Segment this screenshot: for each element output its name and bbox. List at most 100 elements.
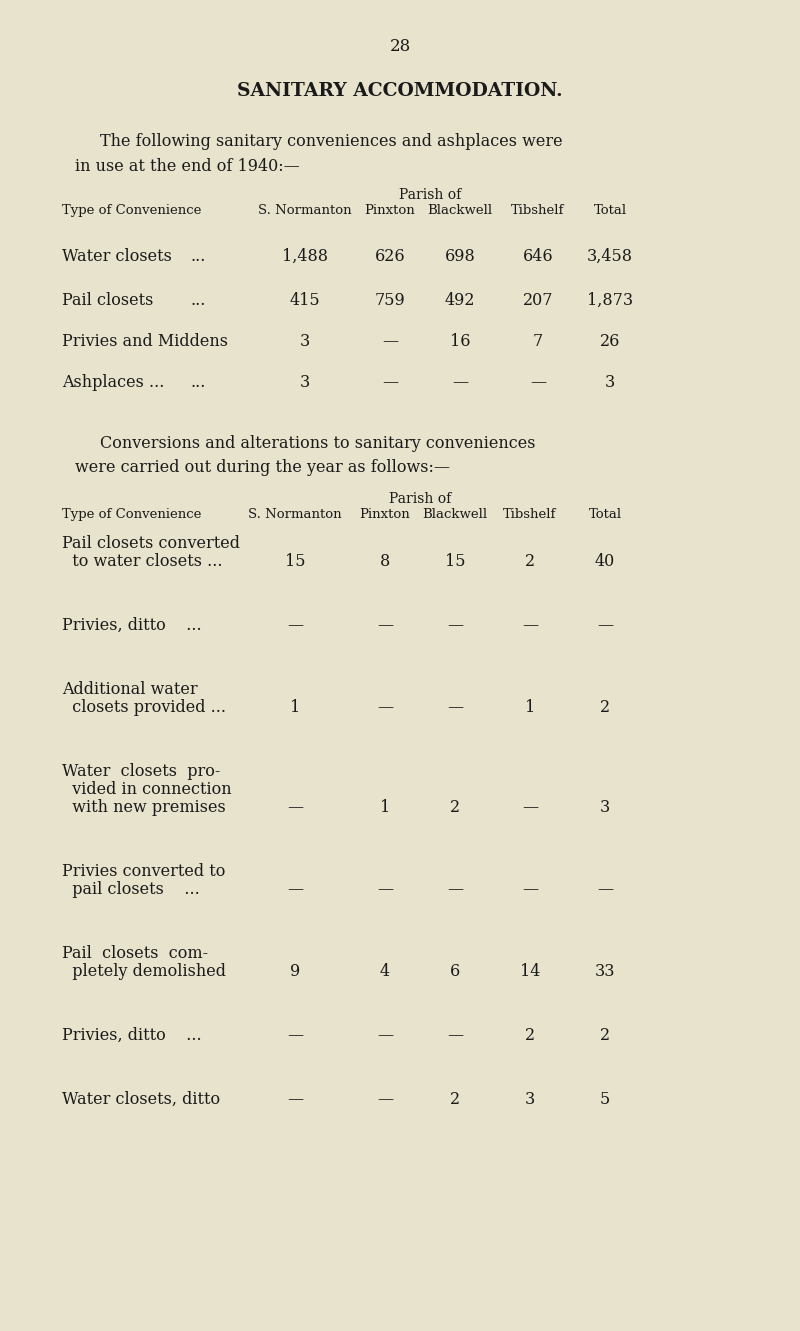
Text: —: — xyxy=(377,1091,393,1107)
Text: 3: 3 xyxy=(525,1091,535,1107)
Text: Conversions and alterations to sanitary conveniences: Conversions and alterations to sanitary … xyxy=(100,435,535,453)
Text: 7: 7 xyxy=(533,333,543,350)
Text: —: — xyxy=(452,374,468,391)
Text: ...: ... xyxy=(190,291,206,309)
Text: 6: 6 xyxy=(450,964,460,980)
Text: —: — xyxy=(447,1028,463,1044)
Text: 1: 1 xyxy=(380,799,390,816)
Text: 646: 646 xyxy=(522,248,554,265)
Text: Pail closets: Pail closets xyxy=(62,291,154,309)
Text: in use at the end of 1940:—: in use at the end of 1940:— xyxy=(75,158,300,174)
Text: 15: 15 xyxy=(285,552,306,570)
Text: Tibshelf: Tibshelf xyxy=(511,204,565,217)
Text: SANITARY ACCOMMODATION.: SANITARY ACCOMMODATION. xyxy=(237,83,563,100)
Text: 759: 759 xyxy=(374,291,406,309)
Text: 26: 26 xyxy=(600,333,620,350)
Text: 8: 8 xyxy=(380,552,390,570)
Text: —: — xyxy=(377,699,393,716)
Text: 2: 2 xyxy=(600,1028,610,1044)
Text: 2: 2 xyxy=(525,552,535,570)
Text: Pinxton: Pinxton xyxy=(365,204,415,217)
Text: —: — xyxy=(377,1028,393,1044)
Text: Tibshelf: Tibshelf xyxy=(503,508,557,520)
Text: 16: 16 xyxy=(450,333,470,350)
Text: Type of Convenience: Type of Convenience xyxy=(62,508,202,520)
Text: S. Normanton: S. Normanton xyxy=(248,508,342,520)
Text: —: — xyxy=(287,1028,303,1044)
Text: —: — xyxy=(530,374,546,391)
Text: —: — xyxy=(597,618,613,634)
Text: 3: 3 xyxy=(300,333,310,350)
Text: —: — xyxy=(447,881,463,898)
Text: —: — xyxy=(377,618,393,634)
Text: Total: Total xyxy=(589,508,622,520)
Text: Additional water: Additional water xyxy=(62,681,198,697)
Text: 15: 15 xyxy=(445,552,466,570)
Text: —: — xyxy=(287,799,303,816)
Text: Ashplaces ...: Ashplaces ... xyxy=(62,374,164,391)
Text: Total: Total xyxy=(594,204,626,217)
Text: Blackwell: Blackwell xyxy=(427,204,493,217)
Text: Parish of: Parish of xyxy=(389,492,451,506)
Text: 1,873: 1,873 xyxy=(587,291,633,309)
Text: S. Normanton: S. Normanton xyxy=(258,204,352,217)
Text: 2: 2 xyxy=(450,1091,460,1107)
Text: 3,458: 3,458 xyxy=(587,248,633,265)
Text: 492: 492 xyxy=(445,291,475,309)
Text: 3: 3 xyxy=(600,799,610,816)
Text: closets provided ...: closets provided ... xyxy=(62,699,226,716)
Text: vided in connection: vided in connection xyxy=(62,781,232,799)
Text: pletely demolished: pletely demolished xyxy=(62,964,226,980)
Text: Blackwell: Blackwell xyxy=(422,508,487,520)
Text: —: — xyxy=(447,699,463,716)
Text: 2: 2 xyxy=(450,799,460,816)
Text: —: — xyxy=(522,618,538,634)
Text: 33: 33 xyxy=(594,964,615,980)
Text: 5: 5 xyxy=(600,1091,610,1107)
Text: Privies and Middens: Privies and Middens xyxy=(62,333,228,350)
Text: —: — xyxy=(382,333,398,350)
Text: —: — xyxy=(447,618,463,634)
Text: 207: 207 xyxy=(522,291,554,309)
Text: Pinxton: Pinxton xyxy=(360,508,410,520)
Text: —: — xyxy=(377,881,393,898)
Text: 4: 4 xyxy=(380,964,390,980)
Text: 3: 3 xyxy=(300,374,310,391)
Text: pail closets    ...: pail closets ... xyxy=(62,881,200,898)
Text: 626: 626 xyxy=(374,248,406,265)
Text: 2: 2 xyxy=(525,1028,535,1044)
Text: —: — xyxy=(522,799,538,816)
Text: 3: 3 xyxy=(605,374,615,391)
Text: 28: 28 xyxy=(390,39,410,55)
Text: 1,488: 1,488 xyxy=(282,248,328,265)
Text: were carried out during the year as follows:—: were carried out during the year as foll… xyxy=(75,459,450,476)
Text: to water closets ...: to water closets ... xyxy=(62,552,222,570)
Text: 698: 698 xyxy=(445,248,475,265)
Text: Privies, ditto    ...: Privies, ditto ... xyxy=(62,1028,202,1044)
Text: The following sanitary conveniences and ashplaces were: The following sanitary conveniences and … xyxy=(100,133,562,150)
Text: —: — xyxy=(597,881,613,898)
Text: —: — xyxy=(522,881,538,898)
Text: 1: 1 xyxy=(290,699,300,716)
Text: —: — xyxy=(287,881,303,898)
Text: 14: 14 xyxy=(520,964,540,980)
Text: —: — xyxy=(287,1091,303,1107)
Text: ...: ... xyxy=(190,374,206,391)
Text: Parish of: Parish of xyxy=(399,188,461,202)
Text: Water closets, ditto: Water closets, ditto xyxy=(62,1091,220,1107)
Text: 415: 415 xyxy=(290,291,320,309)
Text: 40: 40 xyxy=(595,552,615,570)
Text: Water closets: Water closets xyxy=(62,248,172,265)
Text: Type of Convenience: Type of Convenience xyxy=(62,204,202,217)
Text: 1: 1 xyxy=(525,699,535,716)
Text: Pail  closets  com-: Pail closets com- xyxy=(62,945,208,962)
Text: 9: 9 xyxy=(290,964,300,980)
Text: ...: ... xyxy=(190,248,206,265)
Text: Pail closets converted: Pail closets converted xyxy=(62,535,240,552)
Text: Privies, ditto    ...: Privies, ditto ... xyxy=(62,618,202,634)
Text: 2: 2 xyxy=(600,699,610,716)
Text: Water  closets  pro-: Water closets pro- xyxy=(62,763,220,780)
Text: —: — xyxy=(382,374,398,391)
Text: —: — xyxy=(287,618,303,634)
Text: Privies converted to: Privies converted to xyxy=(62,862,226,880)
